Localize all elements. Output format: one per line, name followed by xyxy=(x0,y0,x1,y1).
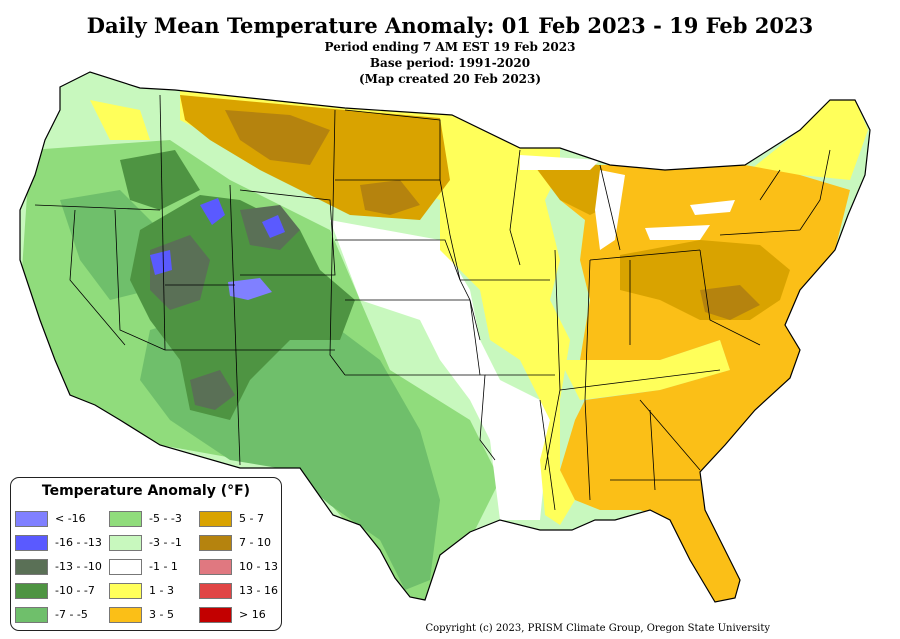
legend-label: < -16 xyxy=(55,512,86,525)
legend-label: 3 - 5 xyxy=(149,608,174,621)
legend-swatch xyxy=(199,607,232,623)
period-line: Period ending 7 AM EST 19 Feb 2023 xyxy=(324,40,576,54)
title-block: Daily Mean Temperature Anomaly: 01 Feb 2… xyxy=(0,0,900,87)
state-borders xyxy=(34,94,831,511)
copyright: Copyright (c) 2023, PRISM Climate Group,… xyxy=(425,623,771,634)
legend-swatch xyxy=(199,511,232,527)
legend-label: -16 - -13 xyxy=(55,536,102,549)
base-period-line: Base period: 1991-2020 xyxy=(369,56,531,70)
legend-label: 10 - 13 xyxy=(239,560,278,573)
legend-swatch xyxy=(15,535,48,551)
legend-label: -13 - -10 xyxy=(55,560,102,573)
legend-swatch xyxy=(109,559,142,575)
legend-label: 1 - 3 xyxy=(149,584,174,597)
legend-swatch xyxy=(199,535,232,551)
legend-label: 7 - 10 xyxy=(239,536,271,549)
legend-swatch xyxy=(15,511,48,527)
legend-swatch xyxy=(109,583,142,599)
created-line: (Map created 20 Feb 2023) xyxy=(358,72,542,86)
legend: Temperature Anomaly (°F) < -16 -16 - -13 -… xyxy=(10,477,282,631)
legend-label: -5 - -3 xyxy=(149,512,182,525)
legend-title: Temperature Anomaly (°F) xyxy=(41,483,251,499)
legend-swatch xyxy=(15,583,48,599)
legend-swatch xyxy=(199,559,232,575)
legend-swatch xyxy=(199,583,232,599)
legend-label: -3 - -1 xyxy=(149,536,182,549)
legend-label: 5 - 7 xyxy=(239,512,264,525)
legend-label: 13 - 16 xyxy=(239,584,278,597)
legend-label: -1 - 1 xyxy=(149,560,178,573)
legend-swatch xyxy=(15,559,48,575)
legend-swatch xyxy=(109,535,142,551)
legend-label: -10 - -7 xyxy=(55,584,95,597)
legend-swatch xyxy=(109,511,142,527)
legend-swatch xyxy=(15,607,48,623)
legend-swatch xyxy=(109,607,142,623)
map-title: Daily Mean Temperature Anomaly: 01 Feb 2… xyxy=(86,13,814,38)
legend-label: > 16 xyxy=(239,608,266,621)
legend-label: -7 - -5 xyxy=(55,608,88,621)
